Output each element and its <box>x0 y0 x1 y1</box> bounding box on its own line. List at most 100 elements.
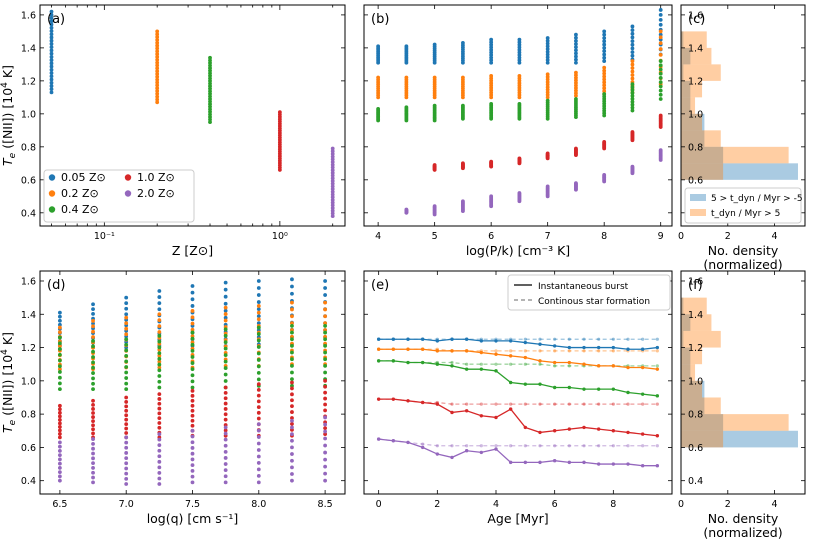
data-point <box>545 44 550 49</box>
data-point <box>582 425 586 430</box>
x-tick-label: 8.5 <box>318 499 333 510</box>
data-point <box>57 440 62 445</box>
data-point <box>124 381 129 386</box>
series-line-burst <box>378 398 658 437</box>
data-point <box>256 448 261 452</box>
data-point <box>223 359 228 364</box>
data-point <box>509 349 513 353</box>
data-point <box>290 425 294 430</box>
y-tick-label: 1.4 <box>688 310 703 321</box>
data-point <box>124 301 129 306</box>
data-point <box>290 277 294 282</box>
data-point <box>57 318 62 323</box>
y-tick-label: 1.2 <box>688 343 703 354</box>
data-point <box>57 387 62 392</box>
data-point <box>323 363 328 368</box>
data-point <box>190 434 195 439</box>
data-point <box>630 105 635 110</box>
y-tick-label: 0.6 <box>21 175 36 186</box>
data-point <box>223 468 228 473</box>
data-point <box>57 435 62 440</box>
data-point <box>489 37 494 42</box>
data-point <box>538 349 542 353</box>
data-point <box>538 402 542 406</box>
data-point <box>124 306 129 311</box>
data-point <box>658 59 663 63</box>
data-point <box>545 36 550 40</box>
data-point <box>489 159 494 164</box>
data-point <box>223 443 228 448</box>
data-point <box>290 350 294 355</box>
histogram-bar <box>681 380 705 398</box>
data-point <box>630 42 635 47</box>
data-point <box>574 60 578 65</box>
data-point <box>91 415 95 419</box>
data-point <box>49 87 54 92</box>
data-point <box>658 41 663 46</box>
data-point <box>323 429 328 434</box>
data-point <box>655 364 659 368</box>
data-point <box>404 75 409 80</box>
data-point <box>658 12 663 17</box>
histogram-bar <box>681 364 691 381</box>
data-point <box>376 337 381 341</box>
data-point <box>91 329 95 334</box>
data-point <box>91 475 95 480</box>
data-point <box>91 419 95 424</box>
histogram-bar <box>681 113 703 131</box>
legend-marker <box>48 190 56 197</box>
data-point <box>190 379 195 384</box>
y-tick-label: 1.0 <box>688 376 703 387</box>
data-point <box>626 430 630 435</box>
data-point <box>190 480 195 485</box>
data-point <box>523 402 527 406</box>
data-point <box>658 76 663 80</box>
data-point <box>574 39 578 43</box>
series-line-burst <box>378 360 658 397</box>
data-point <box>57 344 62 348</box>
data-point <box>494 369 498 373</box>
x-axis-label: log(q) [cm s⁻¹] <box>147 511 239 526</box>
data-point <box>190 463 195 468</box>
data-point <box>124 408 129 413</box>
data-point <box>517 37 522 42</box>
data-point <box>376 437 381 441</box>
y-axis-label: Te ([NII]) [104 K] <box>0 332 18 433</box>
data-point <box>658 17 663 22</box>
data-point <box>323 384 328 389</box>
data-point <box>626 365 630 370</box>
data-point <box>49 67 54 72</box>
data-point <box>57 364 62 369</box>
data-point <box>124 400 129 404</box>
data-point <box>157 334 162 338</box>
data-point <box>57 381 62 386</box>
data-point <box>157 401 162 406</box>
data-point <box>330 162 335 167</box>
data-point <box>49 22 54 27</box>
data-point <box>124 312 129 317</box>
data-point <box>124 295 129 300</box>
legend-label: t_dyn / Myr > 5 <box>711 209 780 219</box>
data-point <box>432 75 437 80</box>
data-point <box>464 337 469 341</box>
data-point <box>489 74 494 78</box>
data-point <box>553 337 557 341</box>
data-point <box>323 300 328 305</box>
data-point <box>323 357 328 362</box>
data-point <box>57 370 62 374</box>
data-point <box>57 444 62 449</box>
data-point <box>602 83 607 88</box>
data-point <box>155 89 160 93</box>
y-tick-label: 1.0 <box>21 376 36 387</box>
data-point <box>330 211 335 216</box>
histogram-bar <box>681 97 691 114</box>
data-point <box>330 200 335 205</box>
histogram-bar <box>681 31 707 48</box>
data-point <box>91 371 95 375</box>
data-point <box>391 359 396 363</box>
data-point <box>49 9 54 14</box>
data-point <box>655 464 660 468</box>
data-point <box>658 97 663 101</box>
data-point <box>509 362 513 366</box>
data-point <box>157 443 162 448</box>
